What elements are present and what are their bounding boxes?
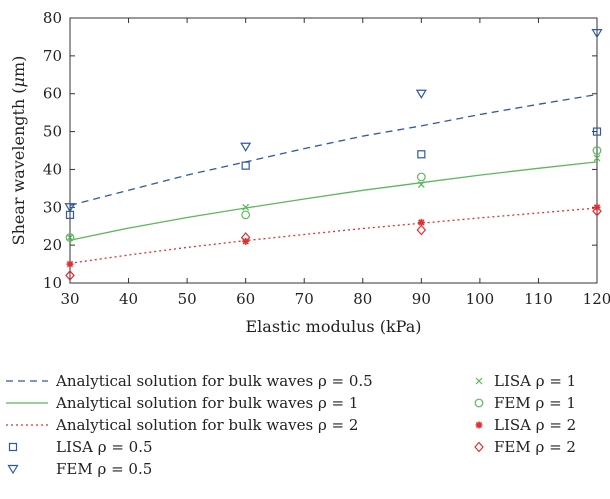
legend-item: LISA ρ = 1 <box>470 370 576 392</box>
analytical-curve-solid <box>69 161 598 241</box>
x-tick-label: 100 <box>466 290 495 308</box>
data-point-diamond <box>65 270 75 281</box>
legend-item: Analytical solution for bulk waves ρ = 1 <box>4 392 373 414</box>
x-tick-label: 40 <box>119 290 138 308</box>
y-tick-label: 60 <box>43 85 62 103</box>
legend-item: LISA ρ = 0.5 <box>4 436 373 458</box>
legend-item: Analytical solution for bulk waves ρ = 0… <box>4 370 373 392</box>
data-point-diamond <box>592 205 602 217</box>
data-point-triangle-down <box>64 203 76 213</box>
legend-item: FEM ρ = 1 <box>470 392 576 414</box>
y-tick-label: 30 <box>43 198 62 216</box>
data-point-star <box>417 218 425 226</box>
y-tick-label: 70 <box>43 47 62 65</box>
legend-swatch <box>6 424 48 426</box>
x-tick-label: 50 <box>178 290 197 308</box>
data-point-triangle-down <box>240 142 252 152</box>
data-point-diamond <box>416 224 427 236</box>
data-point-square <box>417 150 426 159</box>
data-point-square <box>592 127 602 136</box>
analytical-curve-dotted <box>69 207 598 264</box>
legend-label: FEM ρ = 0.5 <box>56 460 153 478</box>
legend-swatch <box>475 377 483 385</box>
data-point-x <box>417 181 425 188</box>
legend-label: LISA ρ = 1 <box>494 372 577 390</box>
y-tick-label: 80 <box>43 9 62 27</box>
legend-swatch <box>474 441 484 453</box>
data-point-circle <box>592 146 602 155</box>
x-tick-label: 80 <box>353 290 372 308</box>
data-point-square <box>241 161 250 170</box>
y-axis-title-part: m) <box>9 56 28 77</box>
x-tick-label: 60 <box>236 290 255 308</box>
data-point-x <box>66 234 74 241</box>
legend-left: Analytical solution for bulk waves ρ = 0… <box>4 370 373 480</box>
legend-label: LISA ρ = 2 <box>494 416 577 434</box>
legend-right: LISA ρ = 1 FEM ρ = 1 LISA ρ = 2 FEM ρ = 2 <box>470 370 576 458</box>
x-tick-label: 90 <box>412 290 431 308</box>
data-point-circle <box>65 233 75 242</box>
data-point-triangle-down <box>415 89 427 99</box>
legend-label: FEM ρ = 1 <box>494 394 576 412</box>
data-point-triangle-down <box>591 29 603 39</box>
y-axis-title: Shear wavelength (μm) <box>9 56 28 246</box>
legend-swatch <box>8 442 18 452</box>
x-axis-title: Elastic modulus (kPa) <box>246 317 422 336</box>
y-axis-title-part: Shear wavelength ( <box>9 87 28 245</box>
data-point-x <box>593 154 601 162</box>
data-point-diamond <box>240 232 251 243</box>
y-tick-label: 50 <box>43 123 62 141</box>
legend-swatch <box>7 464 19 475</box>
legend-label: Analytical solution for bulk waves ρ = 2 <box>56 416 359 434</box>
legend-marker-circle <box>474 398 484 408</box>
y-tick-label: 10 <box>43 274 62 292</box>
data-point-star <box>66 260 74 268</box>
legend-marker-triangle-down <box>7 464 19 475</box>
analytical-curve-dashed <box>69 93 598 207</box>
y-tick-label: 20 <box>43 236 62 254</box>
legend-marker-diamond <box>474 441 484 453</box>
data-point-circle <box>241 210 251 220</box>
legend-item: FEM ρ = 0.5 <box>4 458 373 480</box>
x-tick-label: 70 <box>295 290 314 308</box>
legend-item: FEM ρ = 2 <box>470 436 576 458</box>
legend-swatch <box>6 380 48 382</box>
data-point-x <box>242 203 250 211</box>
legend-swatch <box>6 402 48 404</box>
plot-frame <box>69 17 598 284</box>
legend-item: Analytical solution for bulk waves ρ = 2 <box>4 414 373 436</box>
legend-label: LISA ρ = 0.5 <box>56 438 153 456</box>
x-tick-label: 120 <box>583 290 610 308</box>
x-tick-label: 30 <box>60 290 79 308</box>
x-tick-label: 110 <box>524 290 553 308</box>
legend-label: Analytical solution for bulk waves ρ = 1 <box>56 394 359 412</box>
legend-label: FEM ρ = 2 <box>494 438 576 456</box>
y-axis-title-part: μ <box>9 77 28 87</box>
data-point-circle <box>416 172 426 182</box>
legend-item: LISA ρ = 2 <box>470 414 576 436</box>
chart: 30 40 50 60 70 80 90 100 110 120 10 20 30 40 50 60 70 80 E… <box>9 9 610 336</box>
legend-swatch <box>474 398 484 408</box>
legend-label: Analytical solution for bulk waves ρ = 0… <box>56 372 373 390</box>
legend-swatch <box>475 421 483 429</box>
y-tick-label: 40 <box>43 160 62 178</box>
legend-marker-star <box>475 421 483 429</box>
legend-marker-x <box>475 377 483 385</box>
legend-marker-square <box>8 442 18 452</box>
